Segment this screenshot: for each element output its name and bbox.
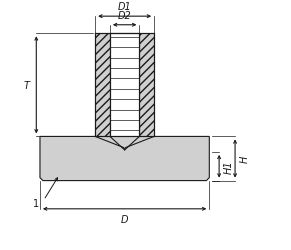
Polygon shape <box>95 34 110 137</box>
Text: H: H <box>239 155 249 162</box>
Text: H1: H1 <box>223 160 234 173</box>
Text: D2: D2 <box>118 11 132 21</box>
Text: D: D <box>121 214 128 224</box>
Text: T: T <box>23 80 29 90</box>
Polygon shape <box>40 137 209 181</box>
Polygon shape <box>139 34 154 137</box>
FancyBboxPatch shape <box>110 34 139 137</box>
Text: 1: 1 <box>33 198 39 208</box>
Text: D1: D1 <box>118 2 132 12</box>
